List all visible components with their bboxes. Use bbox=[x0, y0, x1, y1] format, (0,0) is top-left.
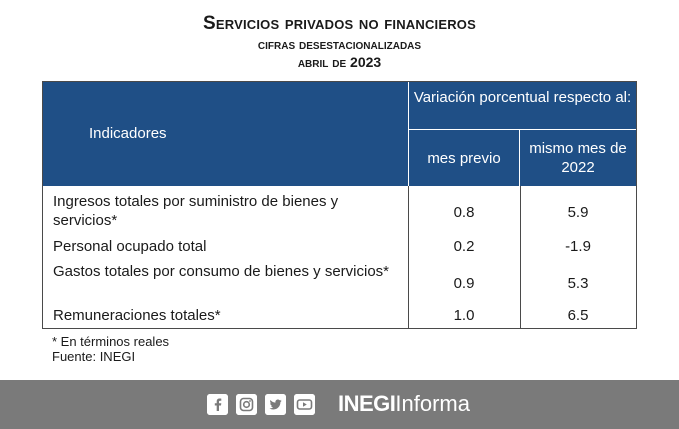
facebook-icon[interactable] bbox=[207, 394, 228, 415]
row-label: Ingresos totales por suministro de biene… bbox=[53, 193, 339, 229]
page-period: abril de 2023 bbox=[297, 54, 382, 70]
header-variacion: Variación porcentual respecto al: bbox=[408, 82, 636, 130]
youtube-icon[interactable] bbox=[294, 394, 315, 415]
instagram-icon[interactable] bbox=[236, 394, 257, 415]
header-indicadores: Indicadores bbox=[89, 124, 167, 142]
table-notes: * En términos reales Fuente: INEGI bbox=[52, 334, 169, 364]
row-mismo-mes: 5.3 bbox=[567, 275, 589, 292]
table-row: Remuneraciones totales* 1.0 6.5 bbox=[43, 306, 636, 326]
header-mes-previo: mes previo bbox=[408, 130, 520, 186]
table-header: Indicadores Variación porcentual respect… bbox=[43, 82, 636, 186]
row-mes-previo: 0.9 bbox=[453, 275, 475, 292]
indicators-table: Indicadores Variación porcentual respect… bbox=[42, 81, 637, 329]
source-note: Fuente: INEGI bbox=[52, 349, 136, 364]
row-mes-previo: 1.0 bbox=[453, 307, 475, 324]
row-label: Gastos totales por consumo de bienes y s… bbox=[53, 263, 389, 280]
row-mes-previo: 0.2 bbox=[453, 238, 475, 255]
header-mismo-mes: mismo mes de 2022 bbox=[529, 140, 627, 176]
row-label: Remuneraciones totales* bbox=[53, 307, 221, 324]
row-label: Personal ocupado total bbox=[53, 238, 207, 255]
twitter-icon[interactable] bbox=[265, 394, 286, 415]
table-row: Gastos totales por consumo de bienes y s… bbox=[43, 262, 636, 300]
brand-informa: Informa bbox=[395, 391, 470, 416]
brand-inegi: INEGI bbox=[338, 391, 396, 416]
row-mes-previo: 0.8 bbox=[453, 204, 475, 221]
row-mismo-mes: 6.5 bbox=[567, 307, 589, 324]
table-row: Ingresos totales por suministro de biene… bbox=[43, 192, 636, 230]
row-mismo-mes: -1.9 bbox=[565, 238, 591, 255]
social-links bbox=[207, 394, 315, 415]
row-mismo-mes: 5.9 bbox=[567, 204, 589, 221]
table-row: Personal ocupado total 0.2 -1.9 bbox=[43, 236, 636, 256]
footer-bar: INEGIInforma bbox=[0, 380, 679, 429]
column-divider bbox=[408, 186, 409, 328]
inegi-informa-logo[interactable]: INEGIInforma bbox=[338, 390, 470, 418]
page-subtitle: cifras desestacionalizadas bbox=[257, 36, 422, 52]
footnote: * En términos reales bbox=[52, 334, 170, 349]
page-title: Servicios privados no financieros bbox=[203, 13, 476, 34]
column-divider bbox=[520, 186, 521, 328]
title-block: Servicios privados no financieros cifras… bbox=[0, 13, 679, 71]
table-body: Ingresos totales por suministro de biene… bbox=[43, 186, 636, 328]
